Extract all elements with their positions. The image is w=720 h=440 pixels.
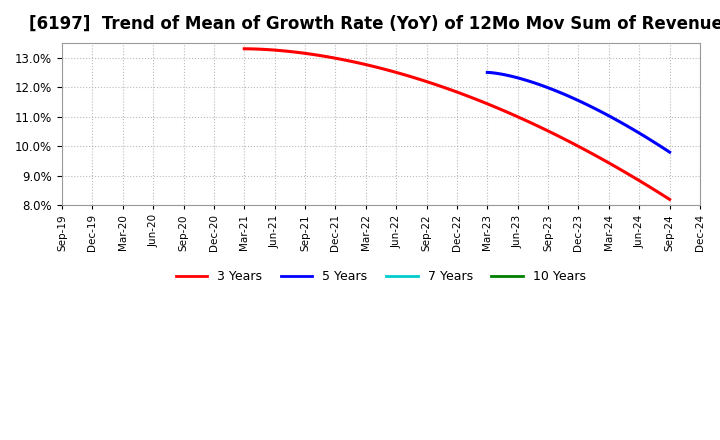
Title: [6197]  Trend of Mean of Growth Rate (YoY) of 12Mo Mov Sum of Revenues: [6197] Trend of Mean of Growth Rate (YoY…: [29, 15, 720, 33]
Legend: 3 Years, 5 Years, 7 Years, 10 Years: 3 Years, 5 Years, 7 Years, 10 Years: [171, 265, 590, 288]
